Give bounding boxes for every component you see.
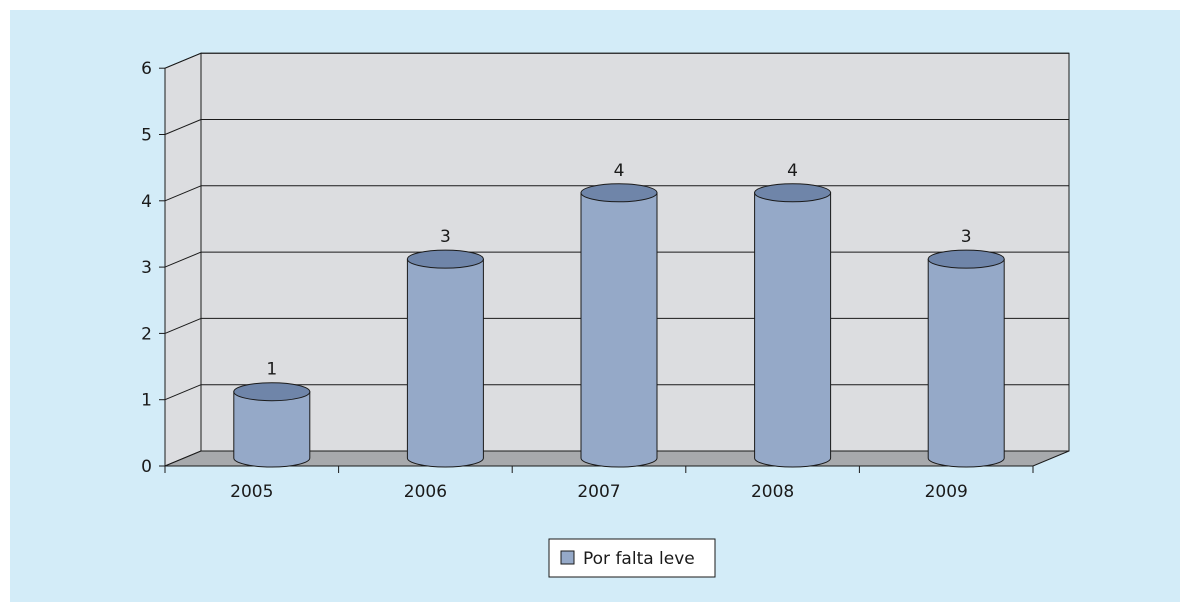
bar-top xyxy=(233,382,311,402)
gridline-side xyxy=(164,119,202,135)
y-tick-label: 4 xyxy=(141,192,152,212)
bar xyxy=(580,183,658,468)
bar xyxy=(927,249,1005,468)
bar-top xyxy=(927,249,1005,269)
x-tick-label: 2005 xyxy=(230,482,273,502)
x-tick-label: 2008 xyxy=(751,482,794,502)
bar-top xyxy=(580,183,658,203)
x-tick-label: 2007 xyxy=(577,482,620,502)
data-label: 3 xyxy=(440,227,451,247)
bar-body xyxy=(580,192,658,468)
y-tick-label: 5 xyxy=(141,126,152,146)
data-labels: 1 3 4 4 3 xyxy=(266,161,971,380)
gridline-side xyxy=(164,384,202,401)
bars xyxy=(233,183,1005,468)
y-tick-label: 3 xyxy=(141,258,152,278)
y-tick-label: 1 xyxy=(141,391,152,411)
gridline-side xyxy=(164,52,202,69)
bar-body xyxy=(754,192,832,468)
bar xyxy=(754,183,832,468)
y-tick-label: 6 xyxy=(141,59,152,79)
legend-label: Por falta leve xyxy=(583,549,695,569)
data-label: 4 xyxy=(787,161,798,181)
bar-body xyxy=(233,391,311,468)
legend-box xyxy=(548,538,716,578)
x-axis-ticks: 2005 2006 2007 2008 2009 xyxy=(164,466,1034,502)
y-axis-ticks: 0 1 2 3 4 5 6 xyxy=(141,59,165,477)
bar xyxy=(406,249,484,468)
gridline-side xyxy=(164,317,202,334)
gridline-side xyxy=(164,185,202,202)
y-tick-label: 2 xyxy=(141,324,152,344)
bar-top xyxy=(406,249,484,269)
bar xyxy=(233,382,311,468)
x-tick-label: 2009 xyxy=(925,482,968,502)
bar-body xyxy=(406,258,484,468)
bar-body xyxy=(927,258,1005,468)
data-label: 1 xyxy=(266,360,277,380)
data-label: 3 xyxy=(961,227,972,247)
bar-top xyxy=(754,183,832,203)
data-label: 4 xyxy=(614,161,625,181)
gridline-side xyxy=(164,251,202,268)
y-tick-label: 0 xyxy=(141,457,152,477)
legend: Por falta leve xyxy=(548,538,716,578)
x-tick-label: 2006 xyxy=(404,482,447,502)
legend-swatch xyxy=(560,550,575,565)
